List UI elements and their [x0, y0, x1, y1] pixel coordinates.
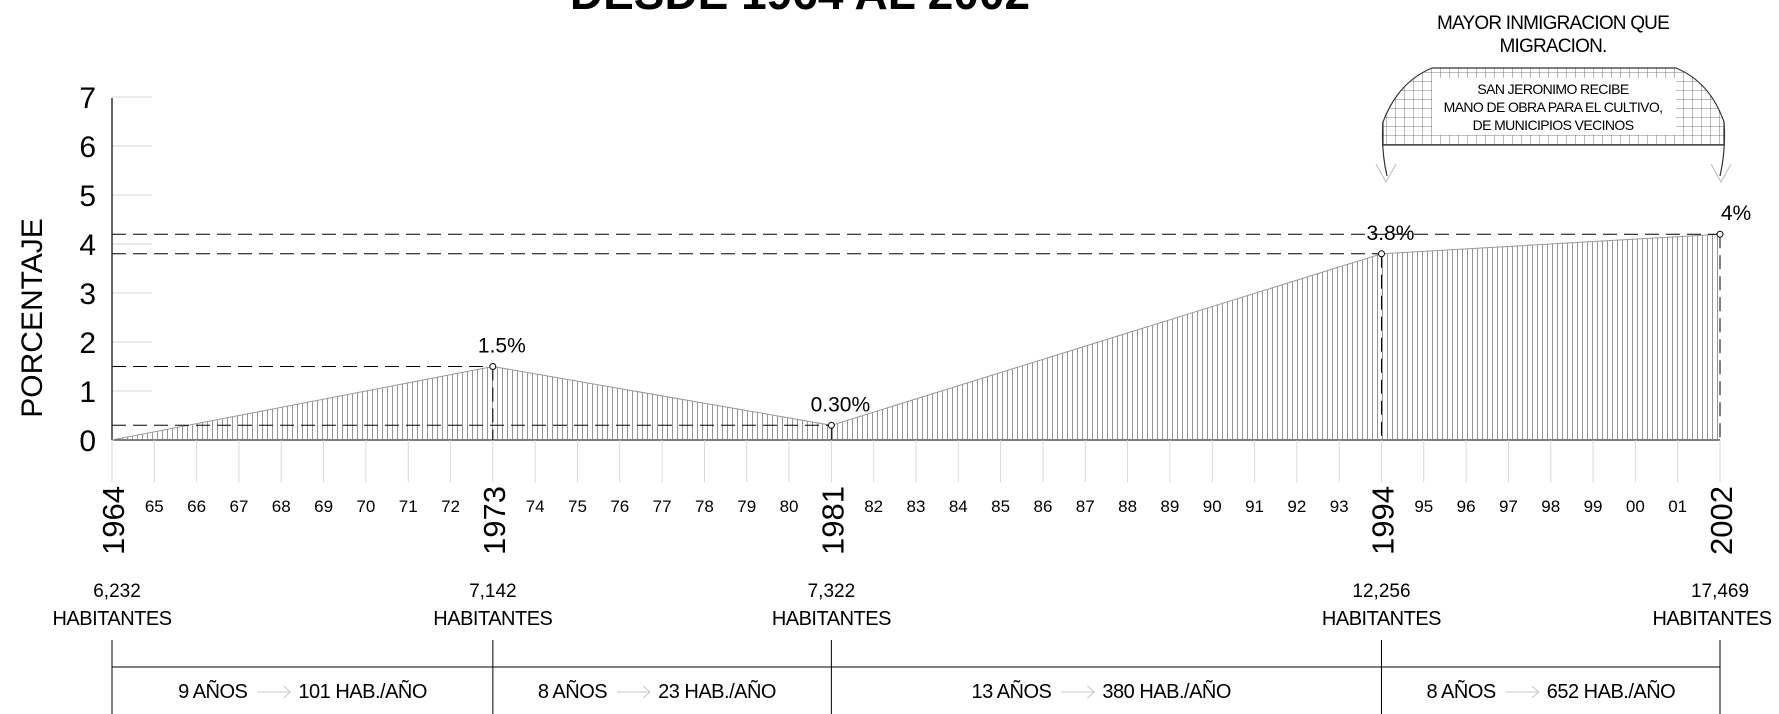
x-minor-label-87: 87: [1076, 497, 1095, 516]
x-minor-label-71: 71: [399, 497, 418, 516]
x-minor-label-91: 91: [1245, 497, 1264, 516]
period-rate: 23 HAB./AÑO: [658, 679, 776, 703]
gridlines: [112, 97, 152, 440]
x-major-label-1994: 1994: [1365, 486, 1400, 555]
y-tick-label-5: 5: [79, 180, 96, 213]
population-labels: 6,232 HABITANTES 7,142 HABITANTES 7,322 HABIT…: [52, 581, 1771, 630]
x-minor-label-01: 01: [1668, 497, 1687, 516]
annotation-heading-line1: MAYOR INMIGRACION QUE: [1437, 13, 1669, 34]
x-major-label-1973: 1973: [477, 486, 512, 555]
x-minor-label-78: 78: [695, 497, 714, 516]
y-tick-label-3: 3: [79, 278, 96, 311]
data-point-1981: [828, 422, 834, 428]
x-minor-label-79: 79: [737, 497, 756, 516]
population-value-1981: 7,322: [808, 581, 856, 602]
annotation-box-line2: MANO DE OBRA PARA EL CULTIVO,: [1444, 99, 1663, 115]
x-minor-label-83: 83: [907, 497, 926, 516]
x-minor-label-99: 99: [1584, 497, 1603, 516]
x-axis-minor-labels: 65 66 67 68 69 70 71 72 74 75 76 77 78 79 80 82 83 84 85 86…: [112, 440, 1720, 516]
x-minor-label-89: 89: [1160, 497, 1179, 516]
period-years: 8 AÑOS: [1426, 679, 1495, 703]
x-minor-label-77: 77: [653, 497, 672, 516]
x-minor-label-97: 97: [1499, 497, 1518, 516]
x-minor-label-76: 76: [610, 497, 629, 516]
x-minor-label-96: 96: [1457, 497, 1476, 516]
x-major-label-1981: 1981: [815, 486, 850, 555]
data-label-2002: 4%: [1721, 202, 1751, 225]
y-tick-label-1: 1: [79, 376, 96, 409]
x-minor-label-72: 72: [441, 497, 460, 516]
y-tick-label-2: 2: [79, 327, 96, 360]
y-axis-label: PORCENTAJE: [16, 218, 49, 417]
population-unit-2002: HABITANTES: [1652, 608, 1771, 630]
y-tick-label-4: 4: [79, 229, 96, 262]
data-label-1973: 1.5%: [478, 335, 526, 358]
period-rate: 101 HAB./AÑO: [298, 679, 427, 703]
period-years: 13 AÑOS: [972, 679, 1052, 703]
y-tick-label-0: 0: [79, 425, 96, 458]
x-minor-label-98: 98: [1541, 497, 1560, 516]
x-minor-label-84: 84: [949, 497, 968, 516]
population-value-1964: 6,232: [93, 581, 141, 602]
chart-title: DESDE 1964 AL 2002: [570, 0, 1030, 19]
population-unit-1994: HABITANTES: [1322, 608, 1441, 630]
period-table: 9 AÑOS 101 HAB./AÑO 8 AÑOS 23 HAB./AÑO 13 AÑ…: [112, 640, 1720, 714]
y-tick-label-7: 7: [79, 82, 96, 115]
area-layer: [112, 234, 1720, 440]
annotation-heading-line2: MIGRACION.: [1499, 36, 1606, 57]
x-minor-label-67: 67: [229, 497, 248, 516]
x-minor-label-88: 88: [1118, 497, 1137, 516]
growth-area: [112, 234, 1720, 440]
x-minor-label-82: 82: [864, 497, 883, 516]
data-label-1981: 0.30%: [811, 393, 871, 416]
x-minor-label-86: 86: [1033, 497, 1052, 516]
period-rate: 380 HAB./AÑO: [1102, 679, 1231, 703]
data-point-2002: [1717, 231, 1723, 237]
x-minor-label-95: 95: [1414, 497, 1433, 516]
x-minor-label-75: 75: [568, 497, 587, 516]
population-unit-1973: HABITANTES: [433, 608, 552, 630]
annotation-box-line1: SAN JERONIMO RECIBE: [1477, 81, 1628, 97]
x-major-label-2002: 2002: [1704, 486, 1739, 555]
x-minor-label-92: 92: [1287, 497, 1306, 516]
immigration-annotation: MAYOR INMIGRACION QUE MIGRACION. SAN JER…: [1376, 13, 1731, 182]
population-value-1994: 12,256: [1352, 581, 1410, 602]
population-unit-1964: HABITANTES: [52, 608, 171, 630]
period-years: 9 AÑOS: [178, 679, 247, 703]
x-minor-label-00: 00: [1626, 497, 1645, 516]
population-unit-1981: HABITANTES: [772, 608, 891, 630]
y-tick-label-6: 6: [79, 131, 96, 164]
x-minor-label-70: 70: [356, 497, 375, 516]
x-minor-label-80: 80: [780, 497, 799, 516]
x-minor-label-65: 65: [145, 497, 164, 516]
period-rate: 652 HAB./AÑO: [1547, 679, 1676, 703]
period-years: 8 AÑOS: [538, 679, 607, 703]
x-minor-label-74: 74: [526, 497, 545, 516]
x-minor-label-68: 68: [272, 497, 291, 516]
data-label-1994: 3.8%: [1367, 222, 1415, 245]
data-point-1973: [490, 364, 496, 370]
data-point-1994: [1378, 251, 1384, 257]
x-minor-label-90: 90: [1203, 497, 1222, 516]
population-value-1973: 7,142: [469, 581, 517, 602]
annotation-box-line3: DE MUNICIPIOS VECINOS: [1473, 117, 1634, 133]
x-minor-label-66: 66: [187, 497, 206, 516]
x-major-label-1964: 1964: [96, 486, 131, 555]
population-value-2002: 17,469: [1691, 581, 1749, 602]
x-minor-label-93: 93: [1330, 497, 1349, 516]
x-minor-label-69: 69: [314, 497, 333, 516]
y-axis-ticks: 0 1 2 3 4 5 6 7: [79, 82, 96, 458]
x-minor-label-85: 85: [991, 497, 1010, 516]
